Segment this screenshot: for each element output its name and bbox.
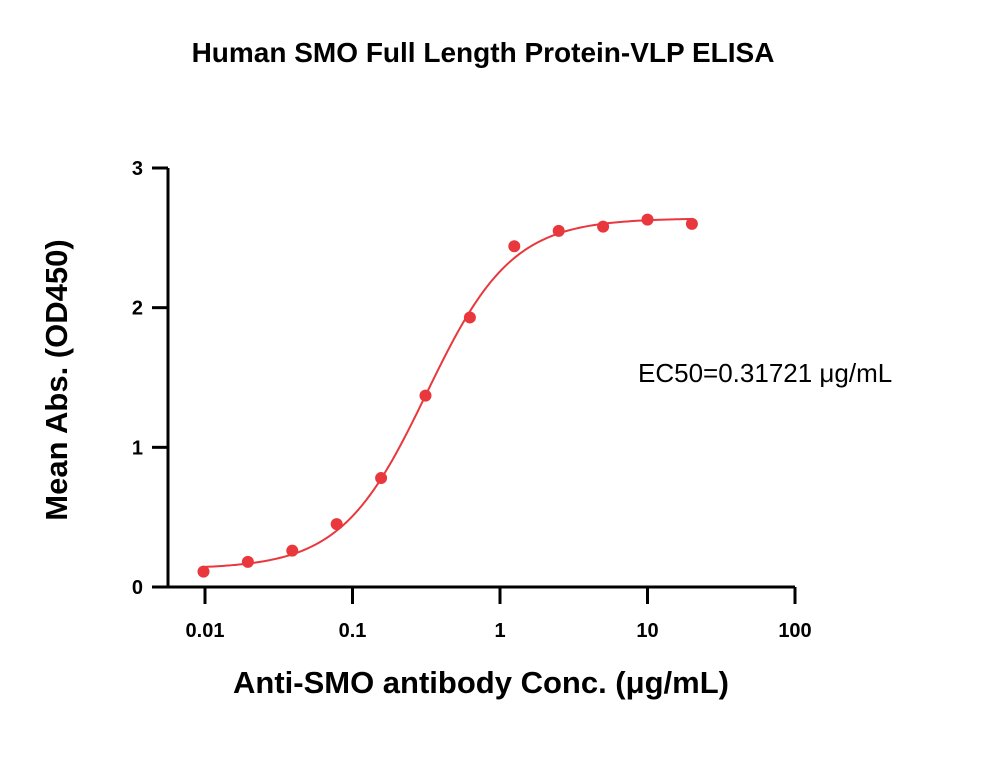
x-axis-label: Anti-SMO antibody Conc. (μg/mL): [233, 665, 729, 700]
x-axis: 0.01 0.1 1 10 100: [168, 585, 812, 642]
data-point: [685, 217, 698, 230]
fit-curve: [203, 217, 692, 568]
data-point: [375, 472, 388, 485]
x-tick-label: 1: [494, 620, 505, 642]
y-tick-label: 2: [132, 298, 143, 320]
x-tick-label: 0.01: [186, 620, 225, 642]
x-tick-label: 100: [778, 620, 811, 642]
data-point: [419, 389, 432, 402]
y-tick-label: 1: [132, 437, 143, 459]
y-axis-label: Mean Abs. (OD450): [39, 239, 74, 520]
data-point: [552, 224, 565, 237]
data-points: [197, 213, 698, 578]
data-point: [330, 518, 343, 531]
data-point: [508, 240, 521, 253]
data-point: [197, 565, 210, 578]
ec50-annotation: EC50=0.31721 μg/mL: [638, 358, 892, 388]
data-point: [286, 544, 299, 557]
y-tick-label: 0: [132, 577, 143, 599]
data-point: [641, 213, 654, 226]
data-point: [463, 311, 476, 324]
data-point: [241, 555, 254, 568]
x-tick-label: 10: [636, 620, 658, 642]
y-axis: 0 1 2 3: [132, 158, 170, 599]
chart-title: Human SMO Full Length Protein-VLP ELISA: [192, 37, 775, 68]
x-ticks: 0.01 0.1 1 10 100: [186, 587, 812, 642]
y-ticks: 0 1 2 3: [132, 158, 168, 599]
x-tick-label: 0.1: [339, 620, 367, 642]
data-point: [597, 220, 610, 233]
y-tick-label: 3: [132, 158, 143, 180]
